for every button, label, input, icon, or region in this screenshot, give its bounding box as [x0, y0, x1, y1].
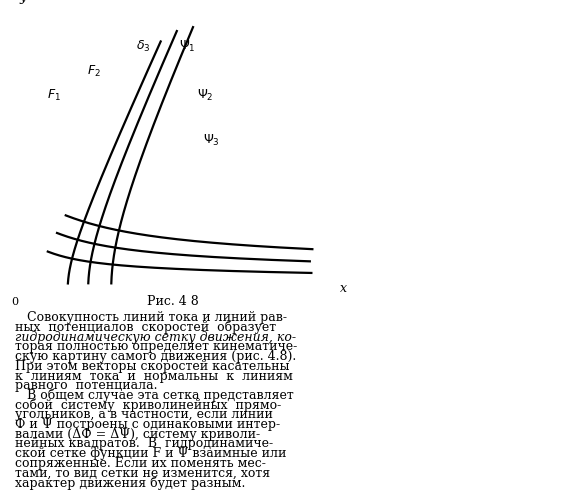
Text: собой  систему  криволинейных  прямо-: собой систему криволинейных прямо-	[15, 398, 281, 412]
Text: В общем случае эта сетка представляет: В общем случае эта сетка представляет	[15, 389, 294, 402]
Text: $F_2$: $F_2$	[87, 63, 101, 79]
Text: $\Psi_2$: $\Psi_2$	[197, 88, 213, 103]
Text: гидродинамическую сетку движения, ко-: гидродинамическую сетку движения, ко-	[15, 331, 296, 344]
Text: равного  потенциала.: равного потенциала.	[15, 379, 157, 392]
Text: 0: 0	[11, 297, 18, 307]
Text: сопряженные. Если их поменять мес-: сопряженные. Если их поменять мес-	[15, 457, 265, 470]
Text: $\delta_3$: $\delta_3$	[137, 39, 151, 54]
Text: $\Psi_3$: $\Psi_3$	[203, 133, 219, 148]
Text: к  линиям  тока  и  нормальны  к  линиям: к линиям тока и нормальны к линиям	[15, 370, 292, 382]
Text: x: x	[340, 282, 347, 295]
Text: При этом векторы скоростей касательны: При этом векторы скоростей касательны	[15, 360, 289, 373]
Text: скую картину самого движения (рис. 4.8).: скую картину самого движения (рис. 4.8).	[15, 350, 296, 363]
Text: угольников, а в частности, если линии: угольников, а в частности, если линии	[15, 408, 272, 421]
Text: ных  потенциалов  скоростей  образует: ных потенциалов скоростей образует	[15, 321, 276, 335]
Text: $F_1$: $F_1$	[47, 88, 61, 103]
Text: Рис. 4 8: Рис. 4 8	[147, 295, 199, 308]
Text: нейных квадратов.  В  гидродинамиче-: нейных квадратов. В гидродинамиче-	[15, 438, 272, 451]
Text: Совокупность линий тока и линий рав-: Совокупность линий тока и линий рав-	[15, 311, 287, 324]
Text: $\Psi_1$: $\Psi_1$	[179, 39, 196, 54]
Text: характер движения будет разным.: характер движения будет разным.	[15, 476, 245, 490]
Text: тами, то вид сетки не изменится, хотя: тами, то вид сетки не изменится, хотя	[15, 467, 270, 480]
Text: y: y	[20, 0, 27, 4]
Text: торая полностью определяет кинематиче-: торая полностью определяет кинематиче-	[15, 341, 297, 354]
Text: валами (ΔФ = ΔΨ), систему криволи-: валами (ΔФ = ΔΨ), систему криволи-	[15, 428, 260, 441]
Text: ской сетке функции F и Ψ взаимные или: ской сетке функции F и Ψ взаимные или	[15, 447, 286, 460]
Text: Ф и Ψ построены с одинаковыми интер-: Ф и Ψ построены с одинаковыми интер-	[15, 418, 280, 431]
